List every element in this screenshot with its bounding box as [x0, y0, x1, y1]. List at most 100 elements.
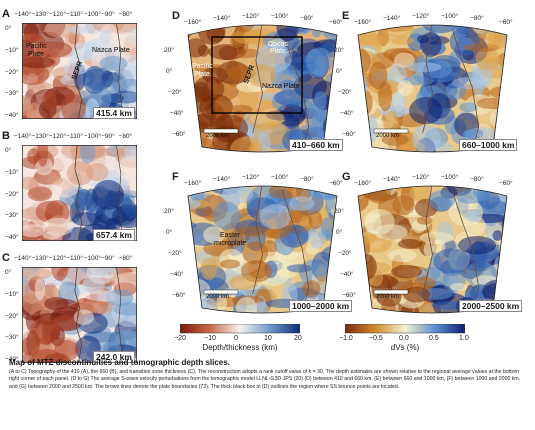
y-tick-label: −10° — [5, 168, 19, 176]
y-tick-label: −20° — [338, 250, 352, 257]
field-blob — [42, 217, 74, 236]
field-blob — [110, 272, 137, 291]
field-blob — [180, 36, 188, 61]
field-blob — [358, 229, 361, 247]
field-blob — [358, 109, 366, 128]
colorbar-tick-label: 1.0 — [459, 335, 469, 342]
field-blob — [188, 123, 202, 135]
field-blob — [81, 276, 105, 294]
field-blob — [364, 213, 382, 235]
plate-boundary — [281, 189, 310, 313]
x-tick-label: −80° — [118, 255, 133, 262]
y-tick-label: 0° — [166, 229, 173, 236]
x-tick-label: −120° — [48, 255, 67, 262]
field-blob — [218, 45, 238, 61]
field-blob — [360, 186, 382, 189]
x-tick-label: −80° — [470, 176, 484, 183]
x-tick-label: −80° — [118, 11, 133, 18]
field-blob — [358, 97, 377, 117]
field-blob — [433, 248, 470, 274]
depth-estimate-label: 657.4 km — [93, 229, 135, 241]
x-tick-label: −140° — [14, 255, 32, 262]
y-tick-label: −20° — [338, 89, 352, 96]
scale-bar-label: 2000 km — [206, 294, 230, 300]
field-blob — [188, 98, 198, 119]
x-tick-label: −100° — [441, 13, 459, 20]
field-blob — [108, 72, 127, 91]
y-tick-label: −30° — [5, 90, 19, 98]
field-blob — [63, 62, 88, 75]
field-blob — [219, 186, 253, 196]
field-blob — [22, 176, 40, 191]
field-blob — [247, 106, 284, 130]
y-tick-label: −60° — [172, 131, 186, 138]
plate-boundary — [422, 186, 433, 295]
x-tick-label: −100° — [83, 11, 101, 18]
panel-label: D — [172, 10, 180, 22]
y-tick-label: 20° — [334, 47, 344, 54]
field-blob — [230, 48, 260, 59]
x-tick-label: −130° — [31, 255, 49, 262]
field-blob — [489, 108, 507, 129]
y-tick-label: 20° — [334, 208, 344, 215]
plate-boundary — [74, 145, 83, 241]
field-blob — [105, 289, 134, 307]
x-tick-label: −60° — [329, 19, 343, 26]
y-tick-label: 0° — [336, 68, 343, 75]
map-annotation: Easter — [220, 232, 241, 239]
x-tick-label: −90° — [101, 11, 115, 18]
thickness-map — [22, 145, 137, 241]
y-tick-label: −40° — [340, 271, 354, 278]
plate-boundary — [451, 28, 480, 152]
field-blob — [416, 216, 433, 225]
y-tick-label: −10° — [5, 290, 19, 298]
field-blob — [82, 65, 107, 95]
x-tick-label: −100° — [271, 13, 289, 20]
x-tick-label: −120° — [48, 133, 67, 140]
field-blob — [358, 129, 369, 152]
y-tick-label: −40° — [170, 271, 184, 278]
field-blob — [288, 196, 315, 211]
field-blob — [456, 190, 485, 204]
field-blob — [358, 136, 363, 151]
x-tick-label: −120° — [242, 13, 260, 20]
field-blob — [390, 36, 415, 45]
field-blob — [68, 25, 91, 34]
y-tick-label: −40° — [170, 110, 184, 117]
y-tick-label: −20° — [5, 68, 19, 76]
field-blob — [188, 133, 203, 152]
field-blob — [22, 56, 55, 69]
field-blob — [51, 267, 69, 281]
y-tick-label: −30° — [5, 334, 19, 342]
coastline — [115, 23, 124, 119]
plate-boundary — [422, 25, 433, 134]
x-tick-label: −130° — [31, 11, 49, 18]
y-tick-label: 0° — [336, 229, 343, 236]
field-blob — [259, 204, 292, 230]
field-blob — [498, 269, 507, 280]
map-annotation: Plate — [28, 51, 44, 58]
field-blob — [286, 264, 313, 273]
field-blob — [307, 187, 337, 199]
x-tick-label: −110° — [66, 133, 84, 140]
y-tick-label: −40° — [340, 110, 354, 117]
field-blob — [22, 336, 40, 356]
field-blob — [37, 145, 49, 167]
depth-estimate-label: 415.4 km — [93, 107, 135, 119]
y-tick-label: −20° — [5, 190, 19, 198]
colorbar-depth-title: Depth/thickness (km) — [202, 343, 278, 352]
field-blob — [229, 275, 259, 291]
field-blob — [96, 147, 131, 157]
field-blob — [391, 91, 406, 118]
field-blob — [188, 292, 199, 313]
x-tick-label: −80° — [470, 15, 484, 22]
field-blob — [358, 33, 392, 46]
plate-boundary — [74, 23, 83, 119]
field-blob — [413, 276, 436, 290]
map-annotation: Plate — [194, 71, 210, 78]
panel-label: B — [2, 130, 10, 142]
field-blob — [235, 296, 258, 313]
field-blob — [274, 89, 309, 107]
map-annotation: Cocos — [268, 41, 288, 48]
field-blob — [449, 282, 468, 292]
